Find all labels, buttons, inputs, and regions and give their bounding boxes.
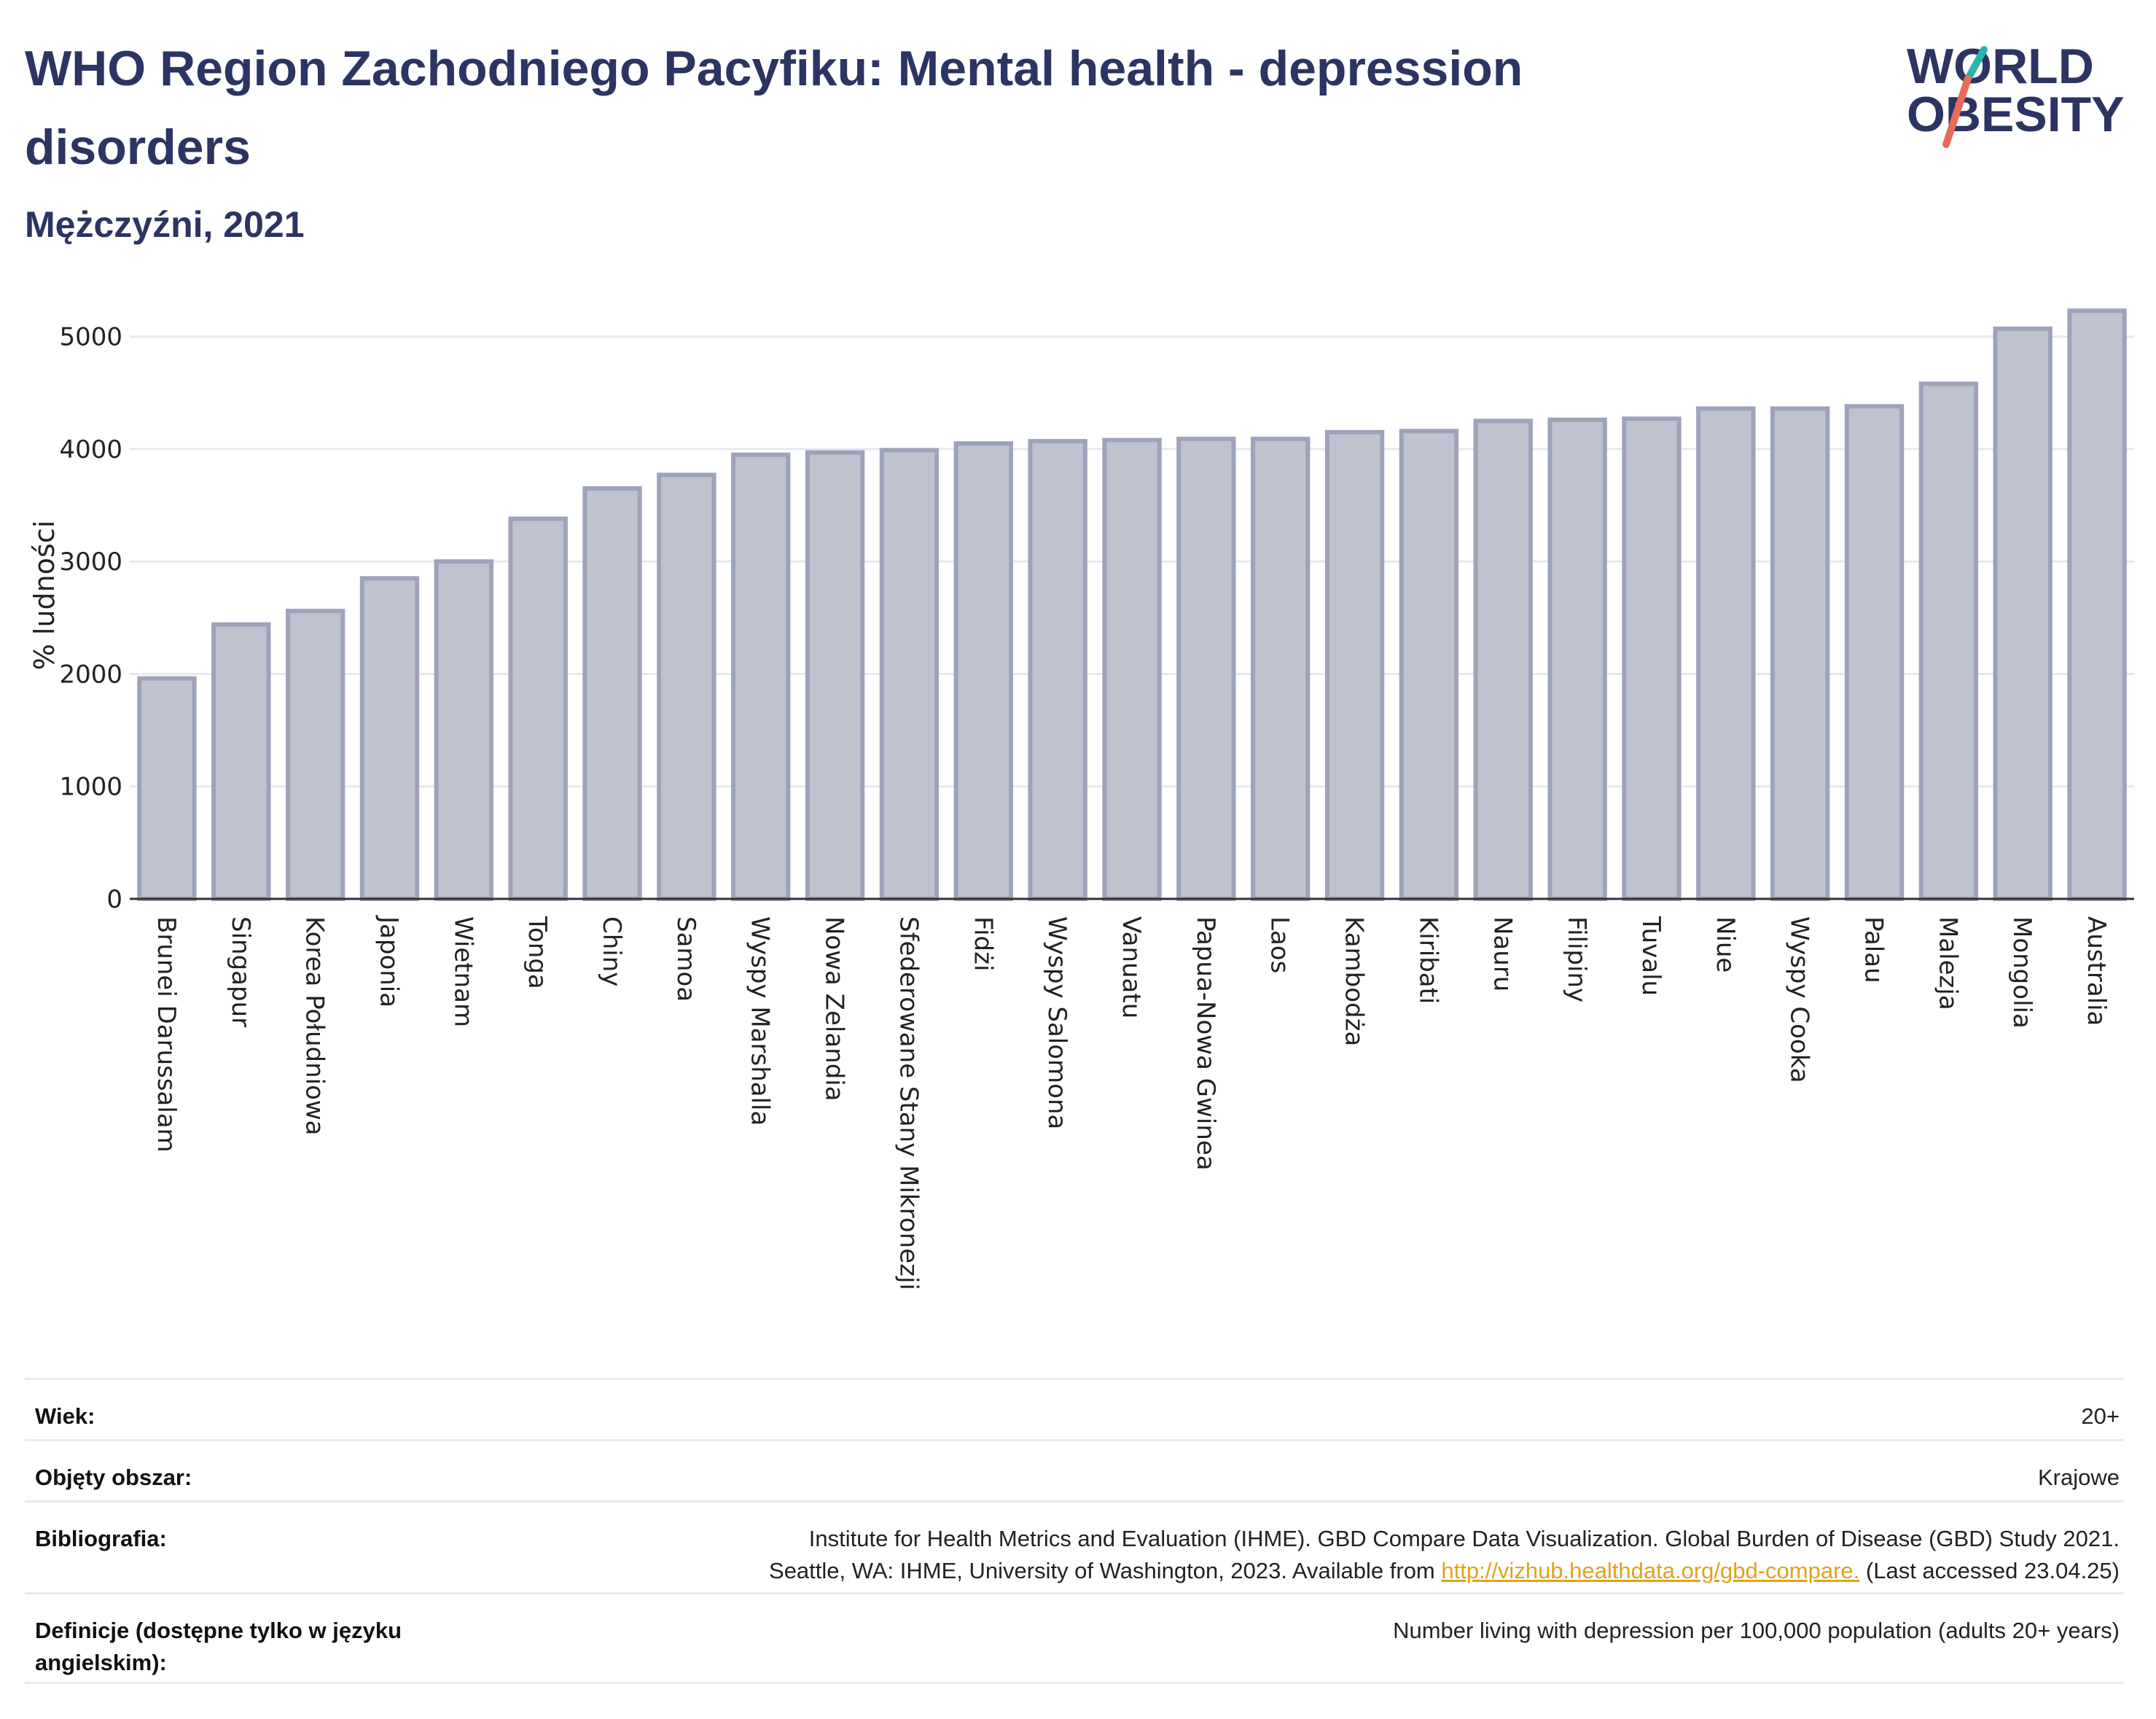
meta-bib-link[interactable]: http://vizhub.healthdata.org/gbd-compare… xyxy=(1441,1558,1860,1583)
x-tick-label: Vanuatu xyxy=(1117,916,1146,1018)
y-tick-label: 1000 xyxy=(59,773,122,802)
meta-age-label: Wiek: xyxy=(35,1403,95,1429)
bar xyxy=(879,448,940,901)
meta-bib-value: Institute for Health Metrics and Evaluat… xyxy=(769,1502,2124,1587)
y-axis-title: % ludności xyxy=(28,521,60,671)
x-tick-label: Tonga xyxy=(523,916,552,989)
meta-row-bibliography: Bibliografia: Institute for Health Metri… xyxy=(25,1500,2124,1592)
bar xyxy=(953,441,1013,901)
y-tick-label: 0 xyxy=(106,885,122,914)
meta-bib-line1: Institute for Health Metrics and Evaluat… xyxy=(808,1526,2120,1551)
bar xyxy=(582,486,642,902)
x-tick-label: Sfederowane Stany Mikronezji xyxy=(894,916,923,1290)
meta-def-label: Definicje (dostępne tylko w języku angie… xyxy=(35,1618,402,1675)
x-tick-label: Kiribati xyxy=(1413,916,1442,1004)
bar xyxy=(1770,406,1830,901)
bar xyxy=(2067,308,2127,902)
bar xyxy=(1844,404,1905,902)
meta-def-value: Number living with depression per 100,00… xyxy=(1393,1618,2120,1643)
x-tick-label: Malezja xyxy=(1933,916,1962,1010)
meta-row-area: Objęty obszar: Krajowe xyxy=(25,1439,2124,1500)
page-title: WHO Region Zachodniego Pacyfiku: Mental … xyxy=(25,41,1523,175)
x-tick-label: Tuvalu xyxy=(1636,916,1665,996)
bar xyxy=(137,676,197,901)
x-tick-label: Korea Południowa xyxy=(300,916,329,1136)
bar xyxy=(1547,417,1607,902)
meta-bib-label: Bibliografia: xyxy=(35,1526,167,1551)
x-tick-label: Wyspy Salomona xyxy=(1042,916,1071,1129)
x-tick-label: Palau xyxy=(1859,916,1889,983)
x-tick-label: Australia xyxy=(2082,916,2111,1026)
world-obesity-logo: WORLD OBESITY xyxy=(1895,20,2143,159)
meta-bib-line2-pre: Seattle, WA: IHME, University of Washing… xyxy=(769,1558,1435,1583)
x-tick-label: Brunei Darussalam xyxy=(152,916,181,1153)
x-tick-label: Wietnam xyxy=(448,916,477,1027)
bar xyxy=(657,472,716,902)
bar xyxy=(1251,437,1311,901)
x-tick-label: Wyspy Cooka xyxy=(1785,916,1814,1083)
x-tick-label: Nowa Zelandia xyxy=(820,916,849,1102)
y-tick-label: 3000 xyxy=(59,547,122,577)
bar xyxy=(731,452,791,902)
x-tick-label: Niue xyxy=(1711,916,1740,972)
meta-area-value: Krajowe xyxy=(2038,1465,2120,1490)
x-tick-label: Chiny xyxy=(597,916,626,986)
bar-chart: 0 1000 2000 3000 4000 5000 Brunei Darussalam S… xyxy=(28,308,2134,1290)
bar xyxy=(1473,418,1533,902)
bar xyxy=(1028,439,1087,902)
bar xyxy=(285,609,345,901)
bar xyxy=(1102,437,1162,902)
bar xyxy=(1324,429,1385,901)
x-tick-label: Nauru xyxy=(1488,916,1517,991)
meta-age-value: 20+ xyxy=(2081,1403,2120,1429)
bar xyxy=(359,576,420,901)
bar xyxy=(805,450,865,901)
meta-row-definitions: Definicje (dostępne tylko w języku angie… xyxy=(25,1592,2124,1684)
x-tick-label: Laos xyxy=(1265,916,1294,973)
bar xyxy=(508,516,568,901)
meta-bib-line2: Seattle, WA: IHME, University of Washing… xyxy=(769,1555,2120,1587)
bar xyxy=(1696,406,1756,901)
x-tick-label: Mongolia xyxy=(2007,916,2036,1029)
bar xyxy=(1993,326,2053,901)
meta-bib-line2-post: (Last accessed 23.04.25) xyxy=(1865,1558,2120,1583)
bar xyxy=(1176,437,1236,901)
metadata-table: Wiek: 20+ Objęty obszar: Krajowe Bibliog… xyxy=(25,1378,2124,1684)
meta-area-label: Objęty obszar: xyxy=(35,1465,192,1490)
x-tick-label: Wyspy Marshalla xyxy=(746,916,775,1126)
y-tick-label: 5000 xyxy=(59,323,122,352)
bar xyxy=(211,622,271,901)
x-tick-label: Singapur xyxy=(226,916,255,1027)
bar xyxy=(1622,416,1682,901)
x-tick-label: Fidżi xyxy=(968,916,997,971)
x-tick-label: Kambodża xyxy=(1340,916,1369,1046)
x-tick-label: Papua-Nowa Gwinea xyxy=(1191,916,1220,1171)
bar xyxy=(1399,429,1459,901)
y-tick-label: 2000 xyxy=(59,660,122,689)
page-subtitle: Mężczyźni, 2021 xyxy=(25,204,305,245)
y-tick-label: 4000 xyxy=(59,435,122,464)
logo-line2: OBESITY xyxy=(1907,87,2125,142)
bar xyxy=(434,559,494,901)
x-tick-label: Filipiny xyxy=(1562,916,1591,1002)
x-tick-label: Japonia xyxy=(374,915,403,1007)
x-tick-label: Samoa xyxy=(671,916,700,1002)
bar xyxy=(1918,381,1979,901)
meta-row-age: Wiek: 20+ xyxy=(25,1378,2124,1439)
logo-line1: WORLD xyxy=(1907,39,2094,94)
